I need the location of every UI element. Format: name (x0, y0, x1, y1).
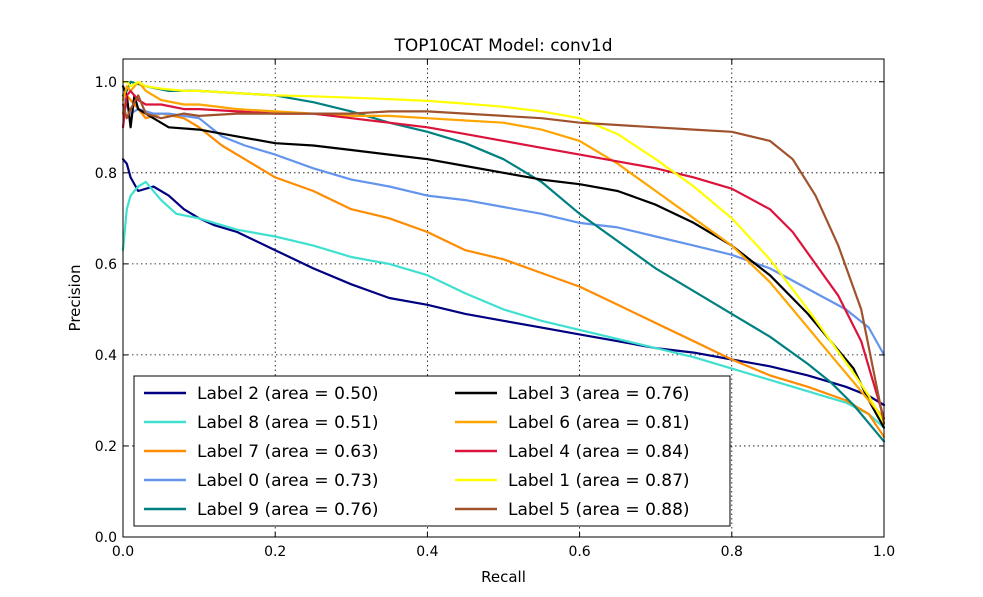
series-line-9 (121, 80, 886, 425)
chart-title: TOP10CAT Model: conv1d (394, 36, 613, 56)
x-tick-label: 0.6 (568, 544, 590, 560)
legend: Label 2 (area = 0.50) Label 8 (area = 0.5… (133, 375, 731, 527)
legend-label: Label 4 (area = 0.84) (508, 442, 690, 462)
legend-box (133, 375, 731, 527)
legend-label: Label 2 (area = 0.50) (197, 384, 379, 404)
legend-label: Label 8 (area = 0.51) (197, 413, 379, 433)
x-tick-label: 0.4 (416, 544, 438, 560)
plot-frame (122, 58, 885, 538)
y-tick-label: 0.6 (95, 257, 117, 273)
x-tick-label: 1.0 (873, 544, 895, 560)
legend-label: Label 0 (area = 0.73) (197, 471, 379, 491)
legend-label: Label 9 (area = 0.76) (197, 500, 379, 520)
y-tick-label: 0.0 (95, 530, 117, 546)
y-tick-label: 0.4 (95, 348, 117, 364)
y-tick-label: 0.2 (95, 439, 117, 455)
legend-label: Label 1 (area = 0.87) (508, 471, 690, 491)
x-tick-label: 0.2 (264, 544, 286, 560)
legend-label: Label 3 (area = 0.76) (508, 384, 690, 404)
y-axis-label: Precision (66, 265, 84, 332)
x-tick-label: 0.8 (721, 544, 743, 560)
legend-label: Label 6 (area = 0.81) (508, 413, 690, 433)
y-tick-label: 0.8 (95, 166, 117, 182)
tick-layer: 0.0 0.2 0.4 0.6 0.8 1.0 0.0 0.2 0.4 0.6 0.8 1.0 (95, 59, 895, 560)
series-line-8 (121, 89, 886, 420)
series-line-10 (121, 94, 886, 425)
series-line-1 (121, 158, 886, 407)
y-tick-label: 1.0 (95, 75, 117, 91)
series-line-4 (121, 94, 886, 356)
series-line-7 (121, 80, 886, 420)
x-axis-label: Recall (481, 568, 526, 586)
x-tick-label: 0.0 (112, 544, 134, 560)
legend-label: Label 7 (area = 0.63) (197, 442, 379, 462)
series-layer (121, 80, 886, 443)
legend-label: Label 5 (area = 0.88) (508, 500, 690, 520)
series-line-2 (121, 180, 886, 429)
